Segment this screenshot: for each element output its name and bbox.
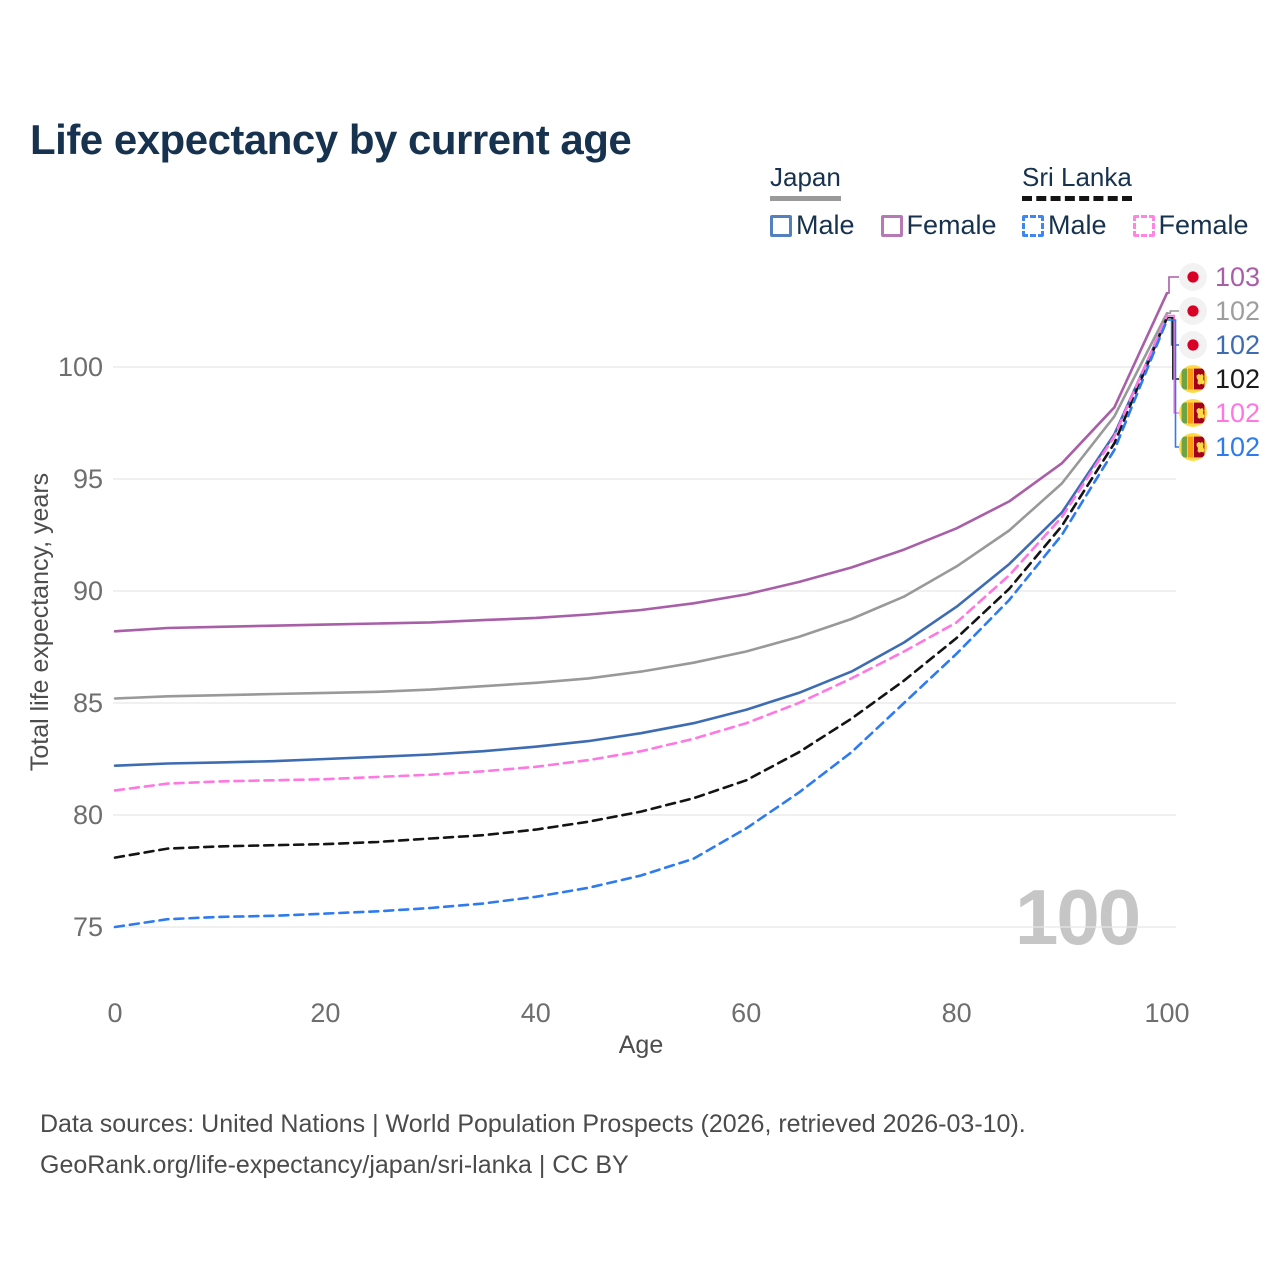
legend-group-japan: Japan Male Female <box>770 162 997 241</box>
japan-flag-icon <box>1179 263 1207 291</box>
legend-toggle-sri-lanka-female[interactable]: Female <box>1132 210 1249 241</box>
end-label-value: 102 <box>1215 397 1261 428</box>
legend-toggle-japan-male[interactable]: Male <box>770 210 855 241</box>
japan-flag-icon <box>1179 297 1207 325</box>
legend-item-label: Male <box>796 210 855 240</box>
x-tick-label: 0 <box>107 998 122 1028</box>
end-label-connector-japan-female <box>1167 276 1179 294</box>
end-label-connector-sri-lanka-female <box>1167 314 1179 414</box>
x-tick-label: 100 <box>1144 998 1189 1028</box>
data-sources: Data sources: United Nations | World Pop… <box>40 1104 1026 1186</box>
line-chart-plot-area: 75 80 85 90 95 100 0 20 40 60 80 100 Age Total life e… <box>26 276 1190 1059</box>
y-tick-label: 90 <box>73 576 103 606</box>
series-line-sri-lanka-female <box>113 314 1169 792</box>
end-label-value: 103 <box>1215 261 1261 292</box>
x-tick-label: 40 <box>521 998 551 1028</box>
sri-lanka-flag-icon <box>1179 365 1207 393</box>
data-sources-line1: Data sources: United Nations | World Pop… <box>40 1110 1026 1138</box>
end-label-japan-male: 102 <box>1179 328 1260 362</box>
end-label-connector-japan-total <box>1167 310 1179 314</box>
end-label-sri-lanka-total: 102 <box>1179 362 1260 396</box>
end-label-sri-lanka-male: 102 <box>1179 430 1260 464</box>
x-tick-label: 20 <box>310 998 340 1028</box>
sri-lanka-female-swatch-icon <box>1132 214 1155 237</box>
legend-group-sri-lanka: Sri Lanka Male Female <box>1022 162 1249 241</box>
y-axis-title: Total life expectancy, years <box>26 473 54 771</box>
legend-item-label: Female <box>906 210 997 240</box>
legend-toggle-japan-female[interactable]: Female <box>880 210 997 241</box>
legend-group-japan-label[interactable]: Japan <box>770 162 841 201</box>
end-label-value: 102 <box>1215 363 1261 394</box>
y-tick-label: 95 <box>73 464 103 494</box>
data-sources-line2: GeoRank.org/life-expectancy/japan/sri-la… <box>40 1151 629 1179</box>
end-label-connector-sri-lanka-male <box>1167 319 1179 448</box>
japan-flag-icon <box>1179 331 1207 359</box>
x-axis-title: Age <box>619 1031 663 1059</box>
sri-lanka-flag-icon <box>1179 399 1207 427</box>
series-line-japan-total <box>113 311 1169 700</box>
series-end-labels: 103 102 102 102 102 102 <box>1179 260 1260 464</box>
end-label-connector-sri-lanka-total <box>1167 316 1179 380</box>
legend-group-sri-lanka-items: Male Female <box>1022 210 1249 241</box>
end-label-japan-total: 102 <box>1179 294 1260 328</box>
end-label-value: 102 <box>1215 329 1261 360</box>
x-tick-label: 60 <box>731 998 761 1028</box>
y-tick-label: 100 <box>58 352 103 382</box>
end-label-value: 102 <box>1215 431 1261 462</box>
legend-group-sri-lanka-label[interactable]: Sri Lanka <box>1022 162 1132 201</box>
legend-group-japan-items: Male Female <box>770 210 997 241</box>
japan-male-swatch-icon <box>770 214 792 237</box>
legend-item-label: Male <box>1048 210 1107 240</box>
series-line-japan-female <box>113 291 1169 633</box>
end-label-sri-lanka-female: 102 <box>1179 396 1260 430</box>
y-tick-label: 85 <box>73 688 103 718</box>
sri-lanka-male-swatch-icon <box>1022 214 1044 237</box>
legend-toggle-sri-lanka-male[interactable]: Male <box>1022 210 1107 241</box>
y-tick-label: 75 <box>73 912 103 942</box>
age-watermark: 100 <box>1015 873 1141 961</box>
x-tick-label: 80 <box>942 998 972 1028</box>
series-line-sri-lanka-total <box>113 316 1169 859</box>
end-label-japan-female: 103 <box>1179 260 1260 294</box>
page-title: Life expectancy by current age <box>30 116 632 164</box>
sri-lanka-flag-icon <box>1179 433 1207 461</box>
series-line-japan-male <box>113 316 1169 768</box>
y-tick-label: 80 <box>73 800 103 830</box>
legend-item-label: Female <box>1158 210 1249 240</box>
series-line-sri-lanka-male <box>113 318 1169 929</box>
end-label-value: 102 <box>1215 295 1261 326</box>
japan-female-swatch-icon <box>880 214 903 237</box>
